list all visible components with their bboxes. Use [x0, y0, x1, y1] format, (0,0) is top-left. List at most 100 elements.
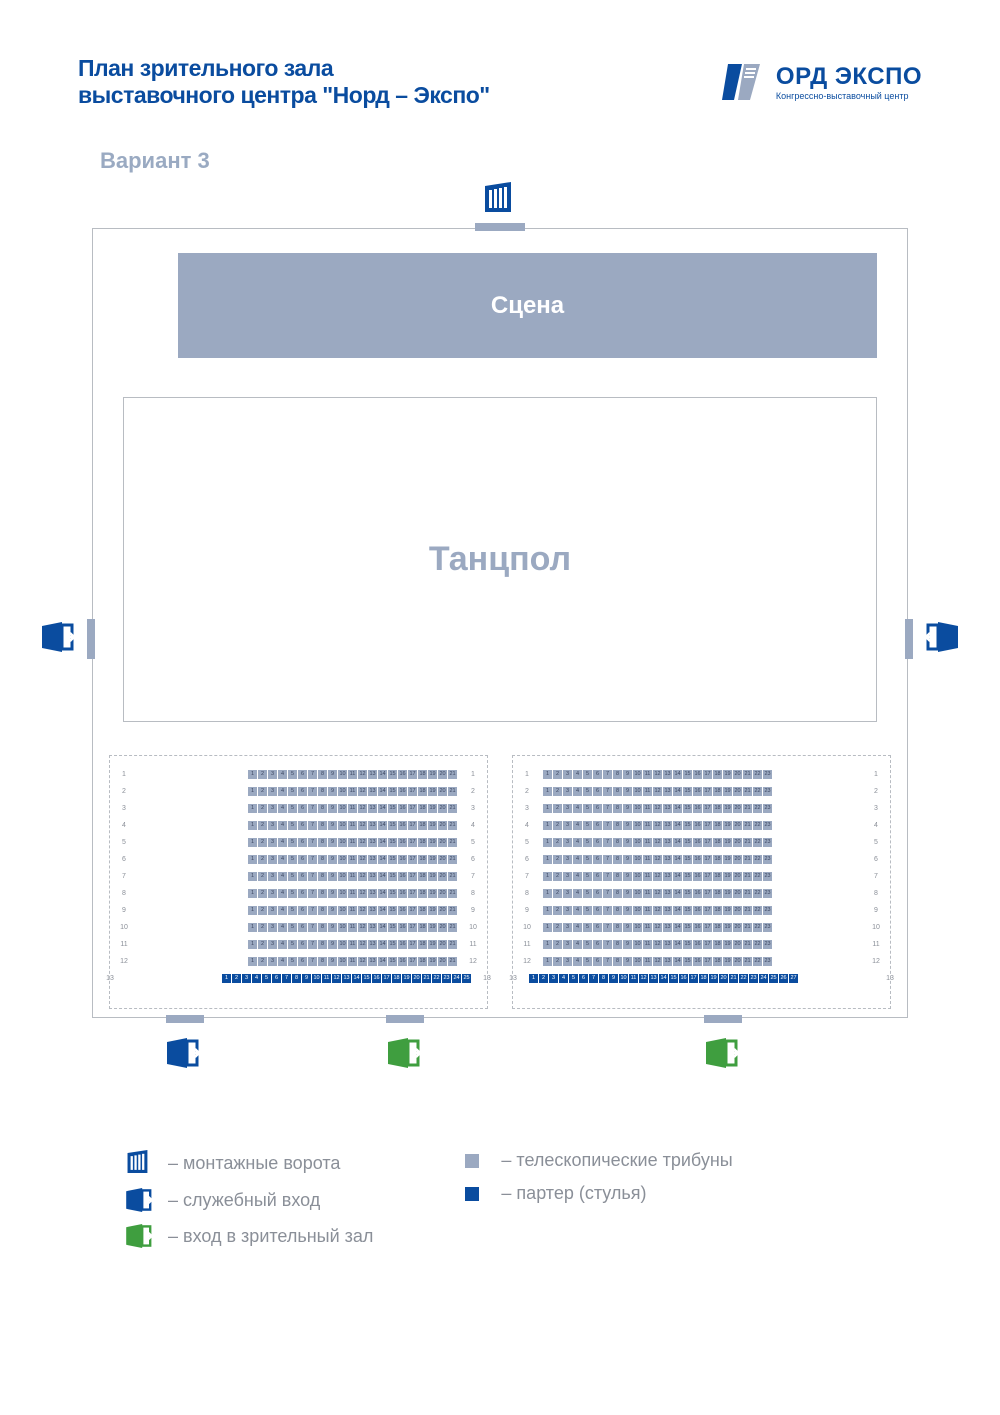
seat: 21 — [743, 906, 752, 915]
seat: 20 — [438, 804, 447, 813]
seat: 1 — [543, 906, 552, 915]
seat: 15 — [669, 974, 678, 983]
row-label-right: 3 — [868, 805, 884, 812]
seat: 15 — [683, 787, 692, 796]
seat: 4 — [278, 855, 287, 864]
seat: 1 — [248, 923, 257, 932]
seat: 2 — [553, 923, 562, 932]
seat: 1 — [248, 855, 257, 864]
seat: 2 — [258, 923, 267, 932]
seat: 11 — [348, 855, 357, 864]
seat: 18 — [418, 889, 427, 898]
seat: 2 — [553, 889, 562, 898]
seat: 20 — [438, 855, 447, 864]
seat: 21 — [729, 974, 738, 983]
seat: 13 — [663, 804, 672, 813]
seat: 20 — [733, 957, 742, 966]
seat: 17 — [408, 770, 417, 779]
seat: 5 — [583, 872, 592, 881]
seat-row: 11234567891011121314151617181920211 — [116, 768, 481, 780]
seat: 11 — [643, 787, 652, 796]
seat: 9 — [328, 923, 337, 932]
seat: 18 — [418, 940, 427, 949]
seat: 27 — [789, 974, 798, 983]
seat: 5 — [288, 872, 297, 881]
seat: 5 — [288, 855, 297, 864]
seat: 18 — [418, 923, 427, 932]
seat: 11 — [643, 906, 652, 915]
seat: 23 — [749, 974, 758, 983]
seat: 9 — [328, 770, 337, 779]
seat: 18 — [418, 906, 427, 915]
seat: 13 — [663, 923, 672, 932]
seat: 14 — [673, 770, 682, 779]
seat: 19 — [723, 855, 732, 864]
seat: 4 — [278, 821, 287, 830]
seat: 19 — [428, 906, 437, 915]
seat: 16 — [398, 855, 407, 864]
seat: 5 — [583, 787, 592, 796]
seat: 22 — [753, 804, 762, 813]
seat: 18 — [418, 957, 427, 966]
row-label-left: 6 — [116, 856, 132, 863]
seat: 15 — [388, 838, 397, 847]
seat: 3 — [563, 838, 572, 847]
seat: 12 — [653, 906, 662, 915]
seat: 12 — [653, 804, 662, 813]
seat: 6 — [593, 787, 602, 796]
seat: 4 — [573, 787, 582, 796]
seat: 18 — [418, 821, 427, 830]
seat: 22 — [753, 906, 762, 915]
row-label-right: 7 — [868, 873, 884, 880]
seat: 20 — [733, 804, 742, 813]
row-label-left: 9 — [519, 907, 535, 914]
seat: 11 — [348, 821, 357, 830]
legend-gate: – монтажные ворота — [120, 1150, 373, 1176]
bottom-door-1-icon — [165, 1038, 201, 1073]
seat: 16 — [398, 804, 407, 813]
seat: 5 — [583, 957, 592, 966]
seat: 21 — [743, 940, 752, 949]
seat: 2 — [553, 872, 562, 881]
seat: 11 — [643, 821, 652, 830]
seat: 19 — [428, 770, 437, 779]
seat: 19 — [723, 923, 732, 932]
seat: 3 — [242, 974, 251, 983]
seat: 2 — [258, 872, 267, 881]
seat: 5 — [583, 821, 592, 830]
seat: 8 — [318, 889, 327, 898]
seat: 2 — [258, 855, 267, 864]
seat: 8 — [613, 821, 622, 830]
seat: 16 — [398, 923, 407, 932]
legend-col-right: – телескопические трибуны – партер (стул… — [453, 1150, 732, 1248]
seat: 5 — [583, 940, 592, 949]
seat: 14 — [673, 940, 682, 949]
seat: 2 — [258, 821, 267, 830]
seat: 15 — [388, 855, 397, 864]
seat: 25 — [462, 974, 471, 983]
seat: 4 — [573, 872, 582, 881]
seat: 1 — [248, 889, 257, 898]
seat: 3 — [563, 855, 572, 864]
seat: 17 — [703, 923, 712, 932]
seat: 19 — [723, 957, 732, 966]
seat: 13 — [368, 804, 377, 813]
seat: 9 — [328, 821, 337, 830]
seat: 3 — [268, 855, 277, 864]
seat: 21 — [743, 889, 752, 898]
seat: 1 — [543, 940, 552, 949]
seat: 1 — [543, 872, 552, 881]
seat: 9 — [328, 906, 337, 915]
seat: 14 — [378, 855, 387, 864]
seat: 15 — [683, 821, 692, 830]
seat: 13 — [663, 838, 672, 847]
logo-main: ОРД ЭКСПО — [776, 63, 922, 91]
seat: 13 — [663, 906, 672, 915]
row-label-right: 8 — [868, 890, 884, 897]
seats: 1234567891011121314151617181920212223 — [535, 804, 868, 813]
seat: 7 — [308, 838, 317, 847]
row-label-right: 5 — [868, 839, 884, 846]
seat: 16 — [693, 889, 702, 898]
seat: 6 — [272, 974, 281, 983]
legend-parter: – партер (стулья) — [453, 1183, 732, 1204]
